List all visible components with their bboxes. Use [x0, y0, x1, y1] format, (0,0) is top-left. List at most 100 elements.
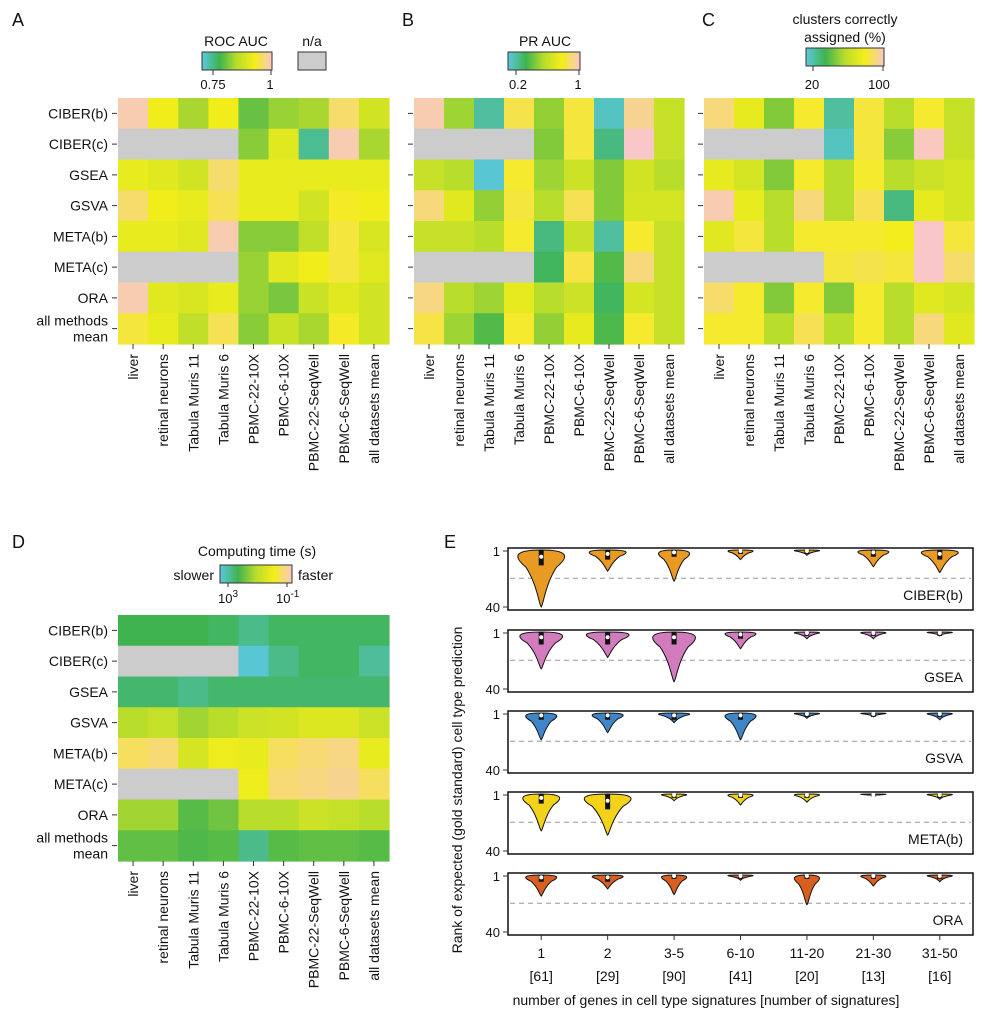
heatmap-cell	[594, 221, 625, 253]
heatmap-cell	[208, 313, 240, 345]
col-label: PBMC-22-SeqWell	[306, 354, 322, 471]
heatmap-cell	[238, 830, 270, 862]
heatmap-cell	[884, 313, 915, 345]
violin-shape	[583, 793, 632, 836]
heatmap-cell	[474, 282, 505, 314]
heatmap-cell	[944, 313, 975, 345]
heatmap-cell	[764, 221, 795, 253]
heatmap-cell	[594, 282, 625, 314]
y-tick-label: 40	[486, 844, 500, 859]
heatmap-cell	[358, 128, 390, 161]
heatmap-cell	[534, 221, 565, 253]
heatmap-cell	[358, 159, 390, 191]
heatmap-cell	[268, 98, 300, 130]
violin-median	[937, 631, 942, 635]
heatmap-cell	[654, 282, 685, 314]
heatmap-cell	[474, 128, 505, 161]
heatmap-cell	[704, 190, 735, 222]
heatmap-cell	[298, 313, 330, 345]
heatmap-cell	[794, 313, 825, 345]
heatmap-cell	[794, 159, 825, 191]
row-label: GSEA	[69, 684, 109, 700]
col-label: liver	[125, 871, 141, 897]
heatmap-cell	[594, 128, 625, 161]
violin-median	[539, 635, 544, 640]
violin-shape	[724, 712, 757, 741]
heatmap-cell	[914, 221, 945, 253]
heatmap-cell	[238, 159, 270, 191]
heatmap-cell	[854, 128, 885, 161]
heatmap-cell	[238, 282, 270, 314]
heatmap-cell	[884, 190, 915, 222]
heatmap-cell	[118, 190, 149, 222]
x-count-label: [13]	[862, 968, 885, 984]
heatmap-cell	[504, 282, 535, 314]
heatmap-cell	[794, 190, 825, 222]
heatmap-cell	[298, 282, 330, 314]
heatmap-cell	[944, 159, 975, 191]
heatmap-cell	[764, 128, 795, 161]
violin-median	[871, 712, 876, 716]
row-label: mean	[73, 329, 108, 345]
y-tick-label: 40	[486, 600, 500, 615]
heatmap-cell	[564, 313, 595, 345]
heatmap-cell	[208, 676, 240, 708]
col-label: retinal neurons	[741, 354, 757, 447]
violin-frame	[507, 629, 974, 693]
heatmap-cell	[358, 615, 390, 647]
y-tick-label: 1	[493, 544, 500, 559]
violin-shape	[591, 874, 624, 890]
heatmap-cell	[824, 98, 855, 130]
heatmap-cell	[358, 282, 390, 314]
row-label: ORA	[78, 807, 109, 823]
heatmap-cell	[444, 190, 475, 222]
heatmap-cell	[624, 282, 655, 314]
heatmap-cell	[238, 251, 270, 284]
heatmap-cell	[178, 221, 209, 253]
heatmap-cell	[654, 128, 685, 161]
violin-median	[871, 631, 876, 635]
heatmap-cell	[594, 251, 625, 284]
heatmap-cell	[854, 98, 885, 130]
heatmap-cell	[594, 159, 625, 191]
heatmap-cell	[118, 768, 149, 801]
heatmap-cell	[358, 98, 390, 130]
violin-median	[539, 554, 544, 559]
heatmap-cell	[208, 98, 240, 130]
col-label: Tabula Muris 6	[801, 354, 817, 445]
panel-c-tick-high: 100	[868, 77, 890, 92]
heatmap-cell	[824, 128, 855, 161]
heatmap-cell	[178, 768, 209, 801]
col-label: PBMC-22-10X	[246, 353, 262, 444]
heatmap-cell	[654, 313, 685, 345]
heatmap-cell	[268, 768, 300, 801]
heatmap-cell	[794, 98, 825, 130]
heatmap-cell	[298, 615, 330, 647]
heatmap-cell	[444, 313, 475, 345]
heatmap-cell	[824, 159, 855, 191]
heatmap-cell	[564, 221, 595, 253]
heatmap-cell	[238, 615, 270, 647]
heatmap-cell	[208, 768, 240, 801]
violin-method-label: GSEA	[924, 669, 964, 685]
heatmap-cell	[414, 221, 445, 253]
heatmap-cell	[534, 159, 565, 191]
heatmap-cell	[594, 190, 625, 222]
heatmap-cell	[734, 128, 765, 161]
violin-median	[672, 713, 677, 718]
heatmap-cell	[564, 251, 595, 284]
col-label: PBMC-22-10X	[541, 353, 557, 444]
violin-median	[605, 713, 610, 718]
row-label: ORA	[78, 290, 109, 306]
heatmap-cell	[358, 251, 390, 284]
heatmap-cell	[178, 190, 209, 222]
heatmap-cell	[148, 128, 179, 161]
violin-shape	[793, 874, 820, 906]
row-label: all methods	[36, 313, 108, 329]
heatmap-cell	[298, 221, 330, 253]
heatmap-cell	[358, 221, 390, 253]
heatmap-cell	[358, 738, 390, 770]
heatmap-cell	[328, 282, 360, 314]
violin-median	[605, 551, 610, 556]
